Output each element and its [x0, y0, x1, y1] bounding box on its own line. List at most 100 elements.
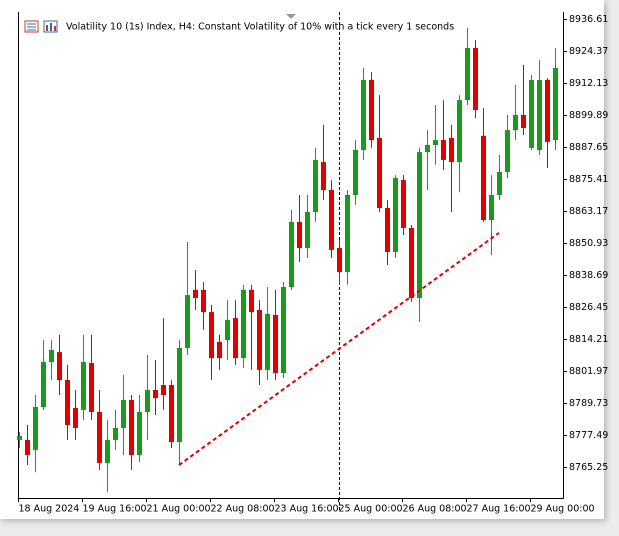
candle-body — [449, 137, 454, 163]
candle-body — [185, 295, 190, 348]
y-tick-label: 8789.73 — [569, 398, 608, 409]
candle-body — [17, 436, 22, 440]
candle-body — [441, 140, 446, 160]
candle-body — [329, 190, 334, 250]
candle-body — [177, 347, 182, 443]
candle-body — [225, 319, 230, 341]
y-tick-label: 8826.45 — [569, 302, 608, 313]
candle-body — [425, 145, 430, 153]
y-tick-label: 8875.41 — [569, 174, 608, 185]
candle-body — [465, 48, 470, 101]
candle-body — [97, 411, 102, 463]
candle-body — [137, 411, 142, 456]
candle-body — [145, 390, 150, 412]
candle-body — [457, 100, 462, 163]
candle-body — [305, 211, 310, 249]
x-tick-label: 26 Aug 08:00 — [403, 504, 467, 515]
candle-body — [273, 314, 278, 374]
candle-body — [121, 399, 126, 428]
candle-body — [553, 67, 558, 141]
candle-body — [529, 79, 534, 148]
x-tick-label: 25 Aug 00:00 — [339, 504, 403, 515]
y-tick-label: 8814.21 — [569, 334, 608, 345]
x-tick-label: 29 Aug 00:00 — [531, 504, 595, 515]
candle-body — [393, 177, 398, 252]
candle-body — [385, 208, 390, 252]
candle-body — [113, 427, 118, 440]
x-tick-label: 18 Aug 2024 — [19, 504, 80, 515]
candle-body — [241, 289, 246, 359]
icon-bar — [50, 23, 52, 31]
y-tick-label: 8765.25 — [569, 462, 608, 473]
candle-body — [497, 171, 502, 195]
y-tick-label: 8863.17 — [569, 206, 608, 217]
candle-body — [473, 48, 478, 111]
candle-body — [209, 312, 214, 359]
x-tick-label: 23 Aug 16:00 — [275, 504, 339, 515]
candle-body — [257, 310, 262, 370]
y-tick-label: 8838.69 — [569, 270, 608, 281]
icon-bar — [54, 26, 56, 31]
candle-body — [369, 79, 374, 141]
candle-body — [161, 385, 166, 395]
candle-body — [49, 350, 54, 363]
candle-body — [265, 313, 270, 370]
y-tick-label: 8912.13 — [569, 78, 608, 89]
candle-body — [537, 79, 542, 151]
candle-body — [73, 408, 78, 428]
candle-body — [217, 341, 222, 359]
candle-body — [513, 114, 518, 131]
candle-body — [89, 363, 94, 412]
y-tick-label: 8887.65 — [569, 142, 608, 153]
candle-body — [105, 439, 110, 463]
candle-body — [353, 150, 358, 195]
candle-body — [545, 79, 550, 142]
candle-body — [481, 135, 486, 221]
candle-body — [433, 140, 438, 146]
candle-body — [169, 385, 174, 443]
toolbar-icons — [24, 20, 58, 33]
candle-body — [41, 362, 46, 407]
x-tick-label: 19 Aug 16:00 — [83, 504, 147, 515]
candle-body — [321, 162, 326, 191]
chart-title: Volatility 10 (1s) Index, H4: Constant V… — [66, 22, 454, 33]
candle-body — [361, 79, 366, 151]
x-tick-label: 27 Aug 16:00 — [467, 504, 531, 515]
y-tick-label: 8936.61 — [569, 14, 608, 25]
x-tick-label: 21 Aug 00:00 — [147, 504, 211, 515]
candle-body — [521, 114, 526, 129]
candle-body — [193, 289, 198, 298]
candle-body — [233, 318, 238, 359]
candle-body — [409, 227, 414, 298]
candle-body — [377, 137, 382, 209]
candle-body — [337, 248, 342, 273]
y-tick-label: 8899.89 — [569, 110, 608, 121]
candle-body — [297, 221, 302, 249]
y-tick-label: 8801.97 — [569, 366, 608, 377]
candle-body — [489, 194, 494, 221]
candle-body — [65, 380, 70, 426]
candle-body — [57, 352, 62, 381]
candle-body — [25, 439, 30, 456]
candle-body — [249, 289, 254, 313]
y-tick-label: 8777.49 — [569, 430, 608, 441]
candle-body — [289, 221, 294, 287]
candle-body — [201, 289, 206, 313]
x-tick-label: 22 Aug 08:00 — [211, 504, 275, 515]
candle-body — [345, 194, 350, 273]
y-tick-label: 8924.37 — [569, 46, 608, 57]
candle-body — [313, 159, 318, 212]
candle-body — [153, 390, 158, 399]
candle-body — [281, 286, 286, 374]
candle-body — [129, 399, 134, 456]
trendline — [178, 232, 500, 466]
candle-body — [505, 130, 510, 172]
candle-body — [401, 180, 406, 228]
candle-body — [33, 406, 38, 450]
scroll-marker — [286, 14, 296, 19]
icon-bar — [46, 25, 48, 31]
candle-body — [81, 362, 86, 410]
candle-body — [417, 152, 422, 298]
y-tick-label: 8850.93 — [569, 238, 608, 249]
